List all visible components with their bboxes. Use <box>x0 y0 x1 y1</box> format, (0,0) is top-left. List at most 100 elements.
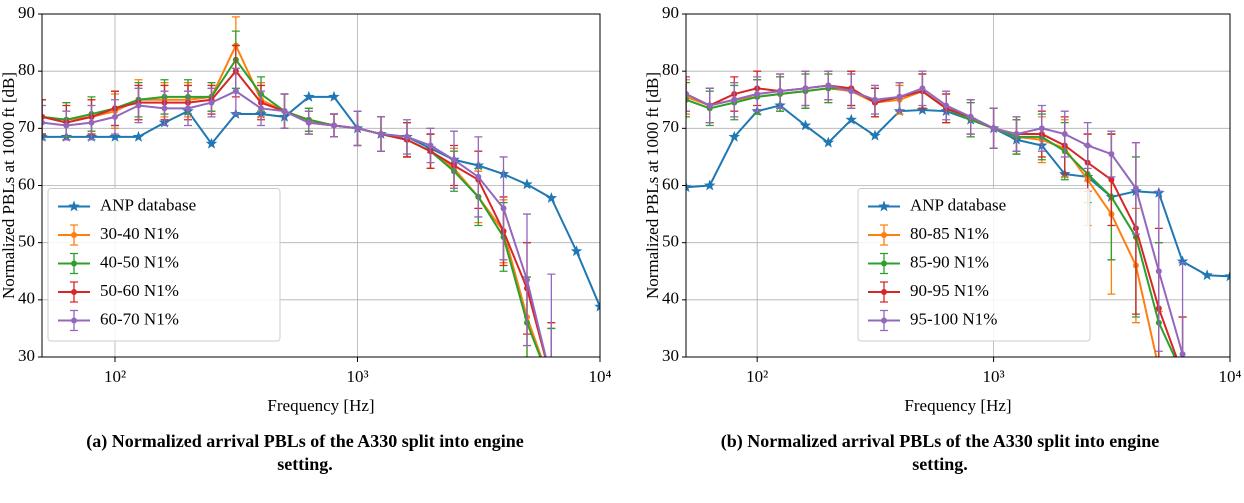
series-line <box>42 90 547 357</box>
y-axis-label: Normalized PBLs at 1000 ft [dB] <box>0 72 18 299</box>
marker <box>686 96 689 103</box>
marker <box>686 91 689 98</box>
legend-box <box>47 188 281 342</box>
marker <box>1180 371 1186 377</box>
marker <box>848 88 855 95</box>
marker <box>135 102 142 109</box>
x-tick-label: 10⁴ <box>1219 367 1242 386</box>
marker <box>1201 269 1213 281</box>
series-line <box>42 95 600 308</box>
marker <box>184 105 191 112</box>
marker <box>1061 131 1068 138</box>
y-tick-label: 40 <box>662 289 679 308</box>
marker <box>305 119 312 126</box>
marker <box>822 136 835 148</box>
marker <box>1108 151 1115 158</box>
x-axis-label: Frequency [Hz] <box>904 396 1011 415</box>
marker <box>42 130 48 142</box>
marker <box>943 102 950 109</box>
marker <box>1155 268 1162 275</box>
marker <box>728 130 740 142</box>
marker <box>548 377 554 383</box>
marker <box>802 85 809 92</box>
caption: (b) Normalized arrival PBLs of the A330 … <box>720 431 1160 474</box>
y-axis-label: Normalized PBLs at 1000 ft [dB] <box>643 72 662 299</box>
x-tick-label: 10⁴ <box>589 367 612 386</box>
y-tick-label: 80 <box>662 60 679 79</box>
y-tick-label: 60 <box>18 174 35 193</box>
error-bar <box>42 104 46 141</box>
legend-marker <box>71 317 77 324</box>
marker <box>88 119 95 126</box>
legend-marker <box>71 260 77 267</box>
plot-area <box>42 16 600 389</box>
marker <box>799 119 812 131</box>
legend-label: 30-40 N1% <box>100 224 179 243</box>
marker <box>475 173 482 180</box>
x-tick-label: 10² <box>746 367 768 386</box>
marker <box>451 156 458 163</box>
legend-label: 95-100 N1% <box>910 309 997 328</box>
y-tick-label: 30 <box>18 346 35 365</box>
marker <box>42 119 45 126</box>
marker <box>1224 270 1230 282</box>
marker <box>548 383 554 389</box>
error-bar <box>686 81 690 118</box>
marker <box>330 122 337 129</box>
marker <box>1038 125 1045 132</box>
marker <box>919 85 926 92</box>
series-line <box>686 104 1230 278</box>
error-bar <box>686 76 690 112</box>
legend-label: 90-95 N1% <box>910 281 989 300</box>
marker <box>1179 351 1186 357</box>
marker <box>354 125 361 132</box>
marker <box>777 88 784 95</box>
marker <box>704 179 716 191</box>
marker <box>1176 255 1189 267</box>
marker <box>967 113 974 120</box>
marker <box>545 192 558 203</box>
legend-marker <box>71 289 77 295</box>
y-tick-label: 40 <box>18 289 35 308</box>
y-tick-label: 30 <box>662 346 679 365</box>
plot-area <box>686 70 1230 377</box>
marker <box>521 178 533 190</box>
marker <box>63 122 70 129</box>
y-tick-label: 60 <box>662 174 679 193</box>
series-line <box>42 57 542 357</box>
y-tick-label: 90 <box>18 3 35 22</box>
legend-marker <box>71 232 77 238</box>
marker <box>570 245 583 257</box>
y-tick-label: 80 <box>18 60 35 79</box>
legend-marker <box>881 317 887 324</box>
error-bar <box>547 273 556 357</box>
x-tick-label: 10³ <box>983 367 1005 386</box>
legend-box <box>857 188 1091 342</box>
marker <box>1180 371 1186 377</box>
marker <box>1108 176 1115 183</box>
marker <box>916 104 929 115</box>
marker <box>42 113 45 120</box>
marker <box>427 142 434 149</box>
marker <box>378 131 385 138</box>
caption: (a) Normalized arrival PBLs of the A330 … <box>86 431 524 474</box>
plot-frame <box>685 13 1231 358</box>
marker <box>548 377 554 383</box>
legend-marker <box>881 289 887 295</box>
marker <box>109 130 121 142</box>
figure: 30 40 50 60 70 80 90 10² 10³ 10⁴ Frequency [Hz] Nor… <box>0 3 1242 415</box>
legend-marker <box>881 260 887 267</box>
y-tick-label: 50 <box>18 232 35 251</box>
marker <box>328 90 340 102</box>
legend-label: 80-85 N1% <box>910 224 989 243</box>
marker <box>1156 365 1162 371</box>
marker <box>754 91 761 98</box>
marker <box>548 383 554 389</box>
marker <box>1084 142 1091 149</box>
legend-label: ANP database <box>910 195 1006 214</box>
x-axis-label: Frequency [Hz] <box>267 396 374 415</box>
series-line <box>686 84 1178 357</box>
y-tick-label: 90 <box>662 3 679 22</box>
marker <box>132 130 145 142</box>
